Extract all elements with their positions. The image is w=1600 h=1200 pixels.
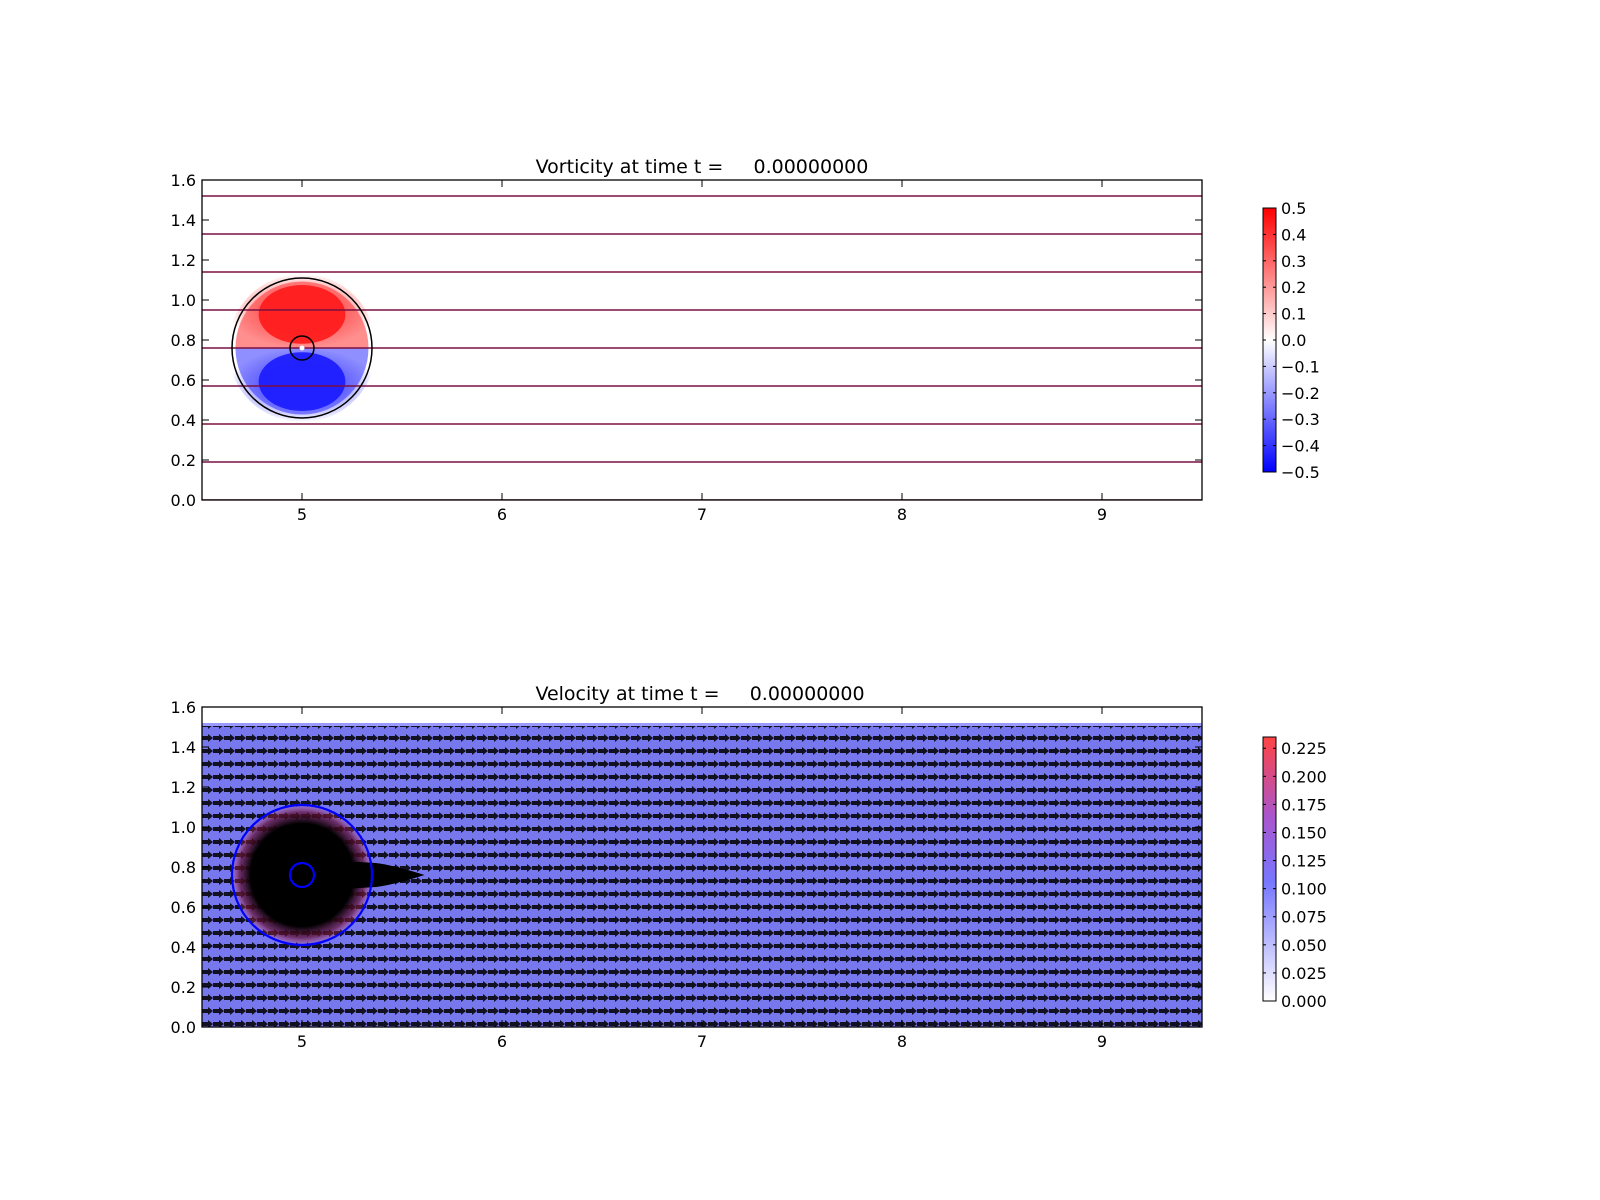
y-tick-label: 0.8	[171, 331, 196, 350]
velocity-title: Velocity at time t = 0.00000000	[535, 683, 864, 705]
colorbar-tick-label: 0.200	[1281, 767, 1327, 786]
y-tick-label: 1.2	[171, 778, 196, 797]
x-tick-label: 8	[897, 1032, 907, 1051]
colorbar-tick-label: 0.025	[1281, 964, 1327, 983]
colorbar-tick-label: −0.5	[1281, 463, 1320, 482]
colorbar-tick-label: 0.3	[1281, 252, 1306, 271]
y-tick-label: 0.4	[171, 411, 196, 430]
vorticity-negative-fill	[235, 348, 369, 415]
y-tick-label: 0.2	[171, 978, 196, 997]
vorticity-colorbar: 0.5 0.4 0.3 0.2 0.1 0.0 −0.1 −0.2 −0.3 −0.4 −0.5	[1262, 199, 1320, 482]
velocity-contour	[230, 803, 374, 947]
colorbar-tick-label: −0.3	[1281, 410, 1320, 429]
vortex-center	[299, 345, 305, 351]
colorbar-tick-label: 0.1	[1281, 305, 1306, 324]
colorbar-tick-label: 0.4	[1281, 225, 1306, 244]
x-tick-label: 5	[297, 1032, 307, 1051]
colorbar-tick-label: 0.225	[1281, 739, 1327, 758]
y-tick-label: 1.4	[171, 738, 196, 757]
velocity-wake	[344, 861, 425, 889]
vortex-contour	[231, 277, 373, 419]
velocity-panel: Velocity at time t = 0.00000000 5 6 7 8 9 0.…	[171, 683, 1327, 1051]
y-tick-label: 1.4	[171, 211, 196, 230]
colorbar-tick-label: 0.075	[1281, 908, 1327, 927]
y-tick-label: 0.0	[171, 491, 196, 510]
velocity-colorbar-scale	[1262, 736, 1277, 1002]
y-tick-label: 0.6	[171, 371, 196, 390]
colorbar-tick-label: −0.2	[1281, 384, 1320, 403]
colorbar-tick-label: 0.000	[1281, 992, 1327, 1011]
vorticity-field	[202, 180, 1202, 500]
colorbar-tick-label: 0.175	[1281, 795, 1327, 814]
vorticity-positive-fill	[235, 281, 369, 348]
y-tick-label: 0.8	[171, 858, 196, 877]
y-tick-label: 0.0	[171, 1018, 196, 1037]
x-tick-label: 9	[1097, 1032, 1107, 1051]
velocity-colorbar: 0.225 0.200 0.175 0.150 0.125 0.100 0.075 0.050…	[1262, 736, 1327, 1011]
colorbar-tick-label: −0.4	[1281, 437, 1320, 456]
colorbar-tick-label: 0.2	[1281, 278, 1306, 297]
y-tick-label: 1.0	[171, 818, 196, 837]
y-tick-label: 1.0	[171, 291, 196, 310]
vorticity-panel: Vorticity at time t = 0.00000000 5 6 7 8 9 0…	[171, 156, 1320, 524]
velocity-top-band	[202, 723, 1202, 726]
colorbar-tick-label: −0.1	[1281, 357, 1320, 376]
x-tick-label: 6	[497, 1032, 507, 1051]
colorbar-tick-label: 0.100	[1281, 880, 1327, 899]
vortex-contour	[289, 335, 315, 361]
velocity-contour	[288, 861, 316, 889]
y-tick-label: 1.6	[171, 698, 196, 717]
x-tick-label: 7	[697, 505, 707, 524]
vorticity-title: Vorticity at time t = 0.00000000	[536, 156, 869, 178]
x-tick-label: 8	[897, 505, 907, 524]
colorbar-tick-label: 0.050	[1281, 936, 1327, 955]
colorbar-tick-label: 0.0	[1281, 331, 1306, 350]
x-tick-label: 6	[497, 505, 507, 524]
x-tick-label: 7	[697, 1032, 707, 1051]
x-tick-label: 5	[297, 505, 307, 524]
velocity-vortex-core	[230, 803, 374, 947]
y-tick-label: 0.4	[171, 938, 196, 957]
x-tick-label: 9	[1097, 505, 1107, 524]
velocity-field	[202, 707, 1202, 1027]
y-tick-label: 0.2	[171, 451, 196, 470]
y-tick-label: 1.2	[171, 251, 196, 270]
colorbar-tick-label: 0.125	[1281, 852, 1327, 871]
colorbar-tick-label: 0.150	[1281, 823, 1327, 842]
y-tick-label: 0.6	[171, 898, 196, 917]
colorbar-tick-label: 0.5	[1281, 199, 1306, 218]
y-tick-label: 1.6	[171, 171, 196, 190]
